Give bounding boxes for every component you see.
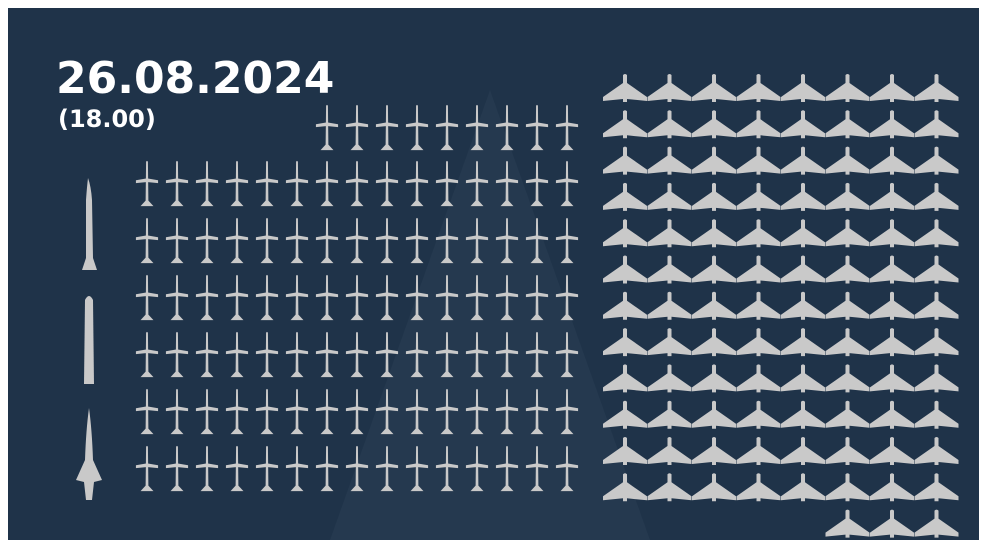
missile-icon	[82, 178, 97, 270]
missile-icon	[84, 296, 94, 384]
time: (18.00)	[58, 105, 156, 133]
missile-icon	[76, 408, 102, 500]
watermark-emblem	[330, 90, 650, 540]
ballistic-missiles	[76, 178, 102, 500]
date: 26.08.2024	[56, 53, 334, 104]
